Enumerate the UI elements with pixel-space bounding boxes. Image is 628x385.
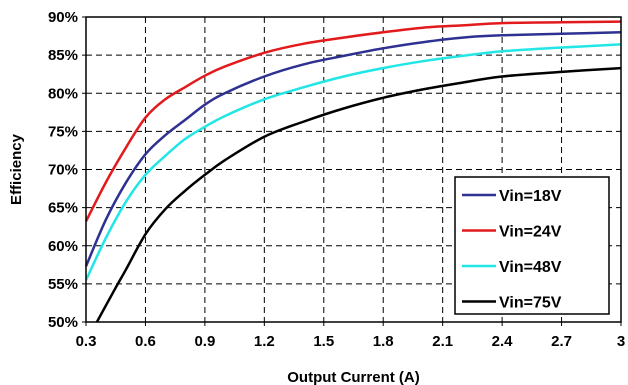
y-tick-label: 50% — [48, 314, 78, 331]
legend: Vin=18V Vin=24V Vin=48V Vin=75V — [454, 176, 610, 315]
series-line-vin-48v — [84, 43, 622, 281]
x-tick-label: 0.9 — [194, 333, 215, 350]
legend-box — [454, 176, 610, 315]
legend-label: Vin=24V — [499, 224, 562, 241]
legend-label: Vin=75V — [499, 295, 562, 312]
y-tick-label: 75% — [48, 123, 78, 140]
y-tick-label: 80% — [48, 85, 78, 102]
y-axis-title: Efficiency — [8, 133, 25, 205]
y-tick-label: 60% — [48, 238, 78, 255]
series-lines — [84, 20, 622, 323]
x-axis-title: Output Current (A) — [287, 369, 419, 385]
x-tick-label: 2.4 — [492, 333, 514, 350]
x-tick-label: 3 — [617, 333, 625, 350]
legend-label: Vin=18V — [499, 188, 562, 205]
x-axis-ticks: 0.3 0.6 0.9 1.2 1.5 1.8 2.1 2.4 2.7 3 — [76, 322, 625, 350]
y-tick-label: 70% — [48, 162, 78, 179]
y-axis-ticks: 50% 55% 60% 65% 70% 75% 80% 85% 90% — [48, 9, 86, 331]
series-line-vin-75v — [95, 66, 622, 323]
y-tick-label: 85% — [48, 47, 78, 64]
x-tick-label: 2.7 — [551, 333, 572, 350]
series-line-vin-18v — [84, 31, 622, 267]
legend-label: Vin=48V — [499, 259, 562, 276]
x-tick-label: 2.1 — [432, 333, 453, 350]
y-tick-label: 90% — [48, 9, 78, 26]
x-tick-label: 0.3 — [76, 333, 97, 350]
y-tick-label: 65% — [48, 200, 78, 217]
x-tick-label: 1.2 — [254, 333, 275, 350]
series-line-vin-24v — [84, 20, 622, 222]
x-tick-label: 1.5 — [313, 333, 334, 350]
x-tick-label: 1.8 — [373, 333, 394, 350]
x-tick-label: 0.6 — [135, 333, 156, 350]
y-tick-label: 55% — [48, 276, 78, 293]
